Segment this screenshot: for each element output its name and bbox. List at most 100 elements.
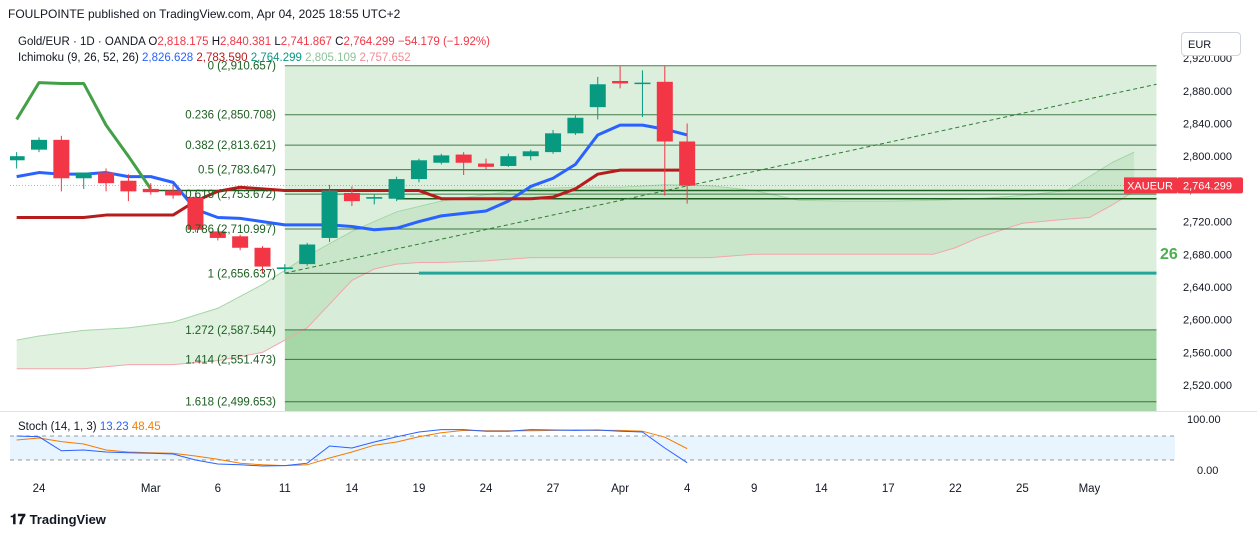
candle-body [589,84,606,108]
change-value: −54.179 (−1.92%) [397,36,490,48]
chikou-line [15,81,152,190]
stoch-band [10,436,1175,460]
last-price-tag: 2,764.299 [1183,180,1232,192]
y-tick-label: 2,520.000 [1183,380,1232,392]
candle-body [522,151,539,157]
x-tick-label: 22 [949,483,962,495]
high-label: H [211,36,221,48]
x-tick-label: 4 [684,483,691,495]
high-value: 2,840.381 [220,36,272,48]
candle-body [53,139,70,179]
x-tick-label: Apr [611,483,629,495]
fib-zone [284,401,1157,411]
fib-zone [284,228,1157,274]
stoch-label[interactable]: Stoch (14, 1, 3) [18,421,97,433]
y-tick-label: 2,840.000 [1183,119,1232,131]
fib-zone [284,273,1157,330]
ichimoku-legend: Ichimoku (9, 26, 52, 26) 2,826.628 2,783… [18,52,411,64]
x-tick-label: 11 [279,483,291,495]
main-plot-group: 0 (2,910.657) 0.236 (2,850.708) 0.382 (2,8… [10,61,1157,411]
fib-label: 1 (2,656.637) [208,268,277,280]
ichimoku-label[interactable]: Ichimoku (9, 26, 52, 26) [18,52,139,64]
tradingview-brand[interactable]: 𝟏𝟕 TradingView [10,511,106,528]
candle-body [679,141,696,186]
fib-zone [284,329,1157,360]
fib-zone [284,145,1157,170]
candle-body [433,155,450,163]
candle-body [321,190,338,238]
fib-label: 0.236 (2,850.708) [185,110,276,122]
symbol-name[interactable]: Gold/EUR · 1D · OANDA [18,36,146,48]
fib-zone [284,359,1157,402]
stoch-axis-label: 100.00 [1187,414,1221,426]
candle-body [545,133,562,153]
last-price-tag-bg [1177,177,1243,194]
publish-header: FOULPOINTE published on TradingView.com,… [8,7,401,21]
fib-label: 1.272 (2,587.544) [185,325,276,337]
y-tick-label: 2,560.000 [1183,347,1232,359]
candle-body [478,163,494,167]
low-value: 2,741.867 [280,36,332,48]
x-tick-label: 19 [413,483,426,495]
candle-body [209,231,226,238]
y-tick-label: 2,680.000 [1183,249,1232,261]
candle-body [656,81,673,142]
close-label: C [335,36,344,48]
tradingview-logo-icon: 𝟏𝟕 [10,511,26,527]
candle-body [366,197,383,199]
y-tick-label: 2,800.000 [1183,151,1232,163]
x-tick-label: 24 [480,483,493,495]
candle-body [75,172,92,179]
candle-body [455,154,472,163]
candle-body [165,190,182,196]
candle-body [276,267,293,270]
open-value: 2,818.175 [157,36,209,48]
candle-body [142,188,159,193]
candle-body [98,172,115,184]
x-tick-label: 27 [547,483,560,495]
fib-label: 0.382 (2,813.621) [185,140,276,152]
y-tick-label: 2,720.000 [1183,217,1232,229]
y-tick-label: 2,880.000 [1183,86,1232,98]
candle-body [388,179,405,199]
fib-zone [284,65,1157,115]
brand-name: TradingView [29,512,106,527]
y-tick-label: 2,600.000 [1183,315,1232,327]
x-tick-label: May [1079,483,1101,495]
candle-body [10,156,25,161]
span-b-line [16,190,1135,370]
x-tick-label: 17 [882,483,895,495]
open-label: O [148,36,158,48]
x-tick-label: 14 [346,483,359,495]
candle-body [612,80,629,84]
tenkan-value: 2,826.628 [142,52,194,64]
x-tick-label: 14 [815,483,828,495]
fib-label: 0.786 (2,710.997) [185,224,276,236]
candle-body [567,117,584,134]
chikou-value: 2,764.299 [250,52,302,64]
trend-line [284,83,1157,274]
kijun-value: 2,783.590 [196,52,248,64]
candle-body [299,244,316,265]
candle-body [120,180,137,192]
span-b-value: 2,757.652 [359,52,411,64]
fib-label: 0.618 (2,753.672) [185,189,276,201]
low-label: L [274,36,281,48]
candle-body [410,160,427,180]
currency-selector[interactable]: EUR [1181,32,1241,56]
symbol-legend: Gold/EUR · 1D · OANDA O2,818.175 H2,840.… [18,36,490,48]
symbol-tag-bg [1124,177,1177,194]
stoch-k-line [16,429,688,467]
y-tick-label: 2,640.000 [1183,282,1232,294]
fib-label: 0.5 (2,783.647) [198,165,276,177]
candle-body [232,236,249,248]
x-tick-label: 25 [1016,483,1029,495]
fib-label: 0 (2,910.657) [208,61,277,73]
stoch-k-value: 13.23 [99,421,129,433]
candle-body [634,82,651,85]
fib-zone [284,194,1157,229]
candle-body [187,197,204,230]
symbol-tag: XAUEUR [1127,180,1173,192]
